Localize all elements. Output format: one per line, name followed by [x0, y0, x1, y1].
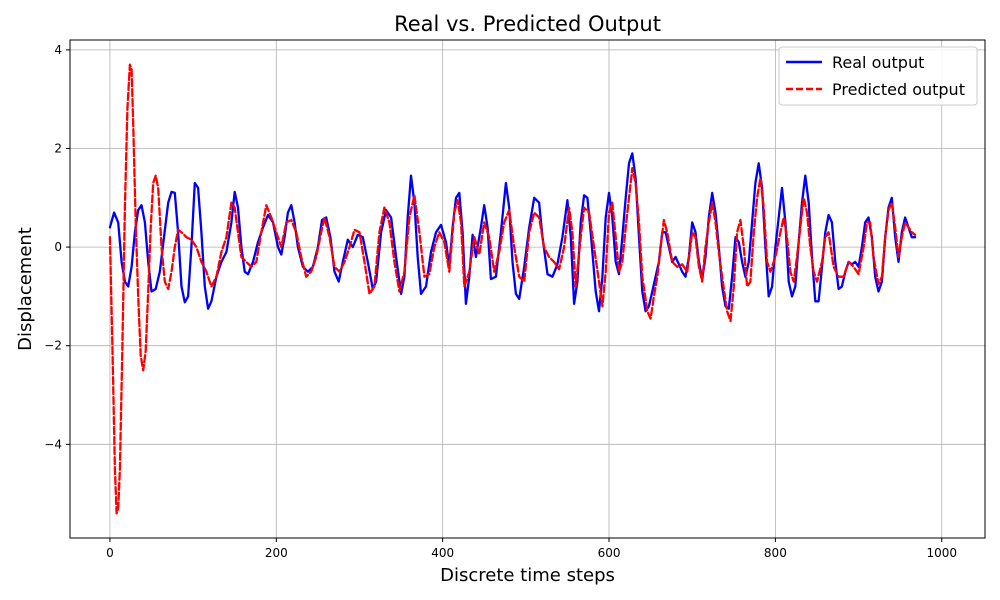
x-axis-label: Discrete time steps [440, 565, 615, 586]
legend-label-real-output: Real output [832, 53, 924, 72]
y-axis-label: Displacement [15, 227, 36, 351]
x-tick-label: 600 [598, 546, 621, 560]
y-tick-label: 0 [54, 240, 62, 254]
legend-label-predicted-output: Predicted output [832, 80, 965, 99]
x-tick-label: 400 [431, 546, 454, 560]
x-tick-label: 200 [265, 546, 288, 560]
legend-box [778, 46, 978, 106]
y-tick-label: −4 [44, 437, 62, 451]
plot-area-series [108, 63, 917, 515]
x-tick-label: 0 [106, 546, 114, 560]
predicted-output-line [108, 63, 917, 515]
y-tick-label: 2 [54, 141, 62, 155]
legend: Real output Predicted output [778, 46, 978, 106]
axis-ticks: 0 200 400 600 800 1000 −4 −2 0 2 4 [44, 43, 957, 560]
real-output-line [108, 152, 917, 313]
y-tick-label: 4 [54, 43, 62, 57]
y-tick-label: −2 [44, 339, 62, 353]
grid [70, 40, 985, 538]
chart-title: Real vs. Predicted Output [394, 12, 661, 36]
plot-area-frame [69, 39, 986, 539]
x-tick-label: 800 [764, 546, 787, 560]
x-tick-label: 1000 [926, 546, 957, 560]
